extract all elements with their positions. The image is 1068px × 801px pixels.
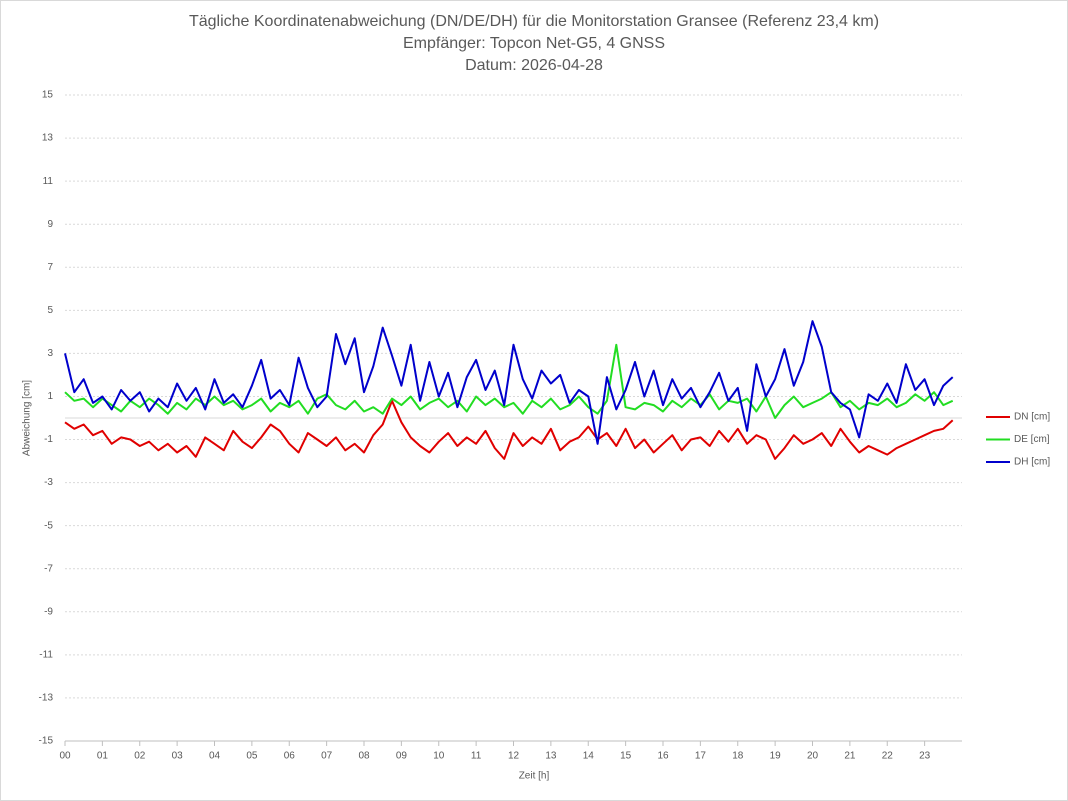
x-tick-label: 11 — [471, 751, 482, 762]
y-tick-label: -11 — [39, 650, 53, 661]
legend-label: DE [cm] — [1014, 434, 1050, 445]
x-tick-label: 01 — [97, 751, 109, 762]
x-tick-label: 15 — [620, 751, 632, 762]
x-tick-label: 18 — [732, 751, 744, 762]
x-tick-label: 23 — [919, 751, 931, 762]
y-tick-label: 13 — [42, 133, 54, 144]
x-tick-label: 06 — [284, 751, 296, 762]
x-tick-label: 22 — [882, 751, 894, 762]
x-tick-label: 04 — [209, 751, 221, 762]
x-tick-label: 14 — [583, 751, 595, 762]
y-tick-label: 5 — [47, 305, 53, 316]
x-tick-label: 08 — [358, 751, 370, 762]
x-tick-label: 10 — [433, 751, 445, 762]
x-tick-label: 09 — [396, 751, 408, 762]
chart-title: Tägliche Koordinatenabweichung (DN/DE/DH… — [189, 13, 879, 30]
x-axis-label: Zeit [h] — [519, 771, 550, 782]
x-tick-label: 16 — [657, 751, 669, 762]
x-tick-label: 13 — [545, 751, 557, 762]
y-tick-label: -5 — [44, 520, 53, 531]
y-tick-label: -13 — [39, 693, 54, 704]
legend-label: DN [cm] — [1014, 412, 1050, 423]
chart-title: Empfänger: Topcon Net-G5, 4 GNSS — [403, 35, 665, 52]
chart-title: Datum: 2026-04-28 — [465, 57, 603, 74]
data-line — [64, 343, 954, 419]
data-line — [64, 320, 954, 445]
x-tick-label: 00 — [59, 751, 71, 762]
x-tick-label: 07 — [321, 751, 333, 762]
y-tick-label: 11 — [43, 176, 54, 187]
y-tick-label: 7 — [47, 262, 53, 273]
y-tick-label: -3 — [44, 477, 53, 488]
y-tick-label: -9 — [44, 606, 53, 617]
y-tick-label: 15 — [42, 90, 54, 101]
y-tick-label: -1 — [44, 434, 53, 445]
x-tick-label: 19 — [770, 751, 782, 762]
y-tick-label: 3 — [47, 348, 53, 359]
y-tick-label: -7 — [44, 563, 53, 574]
x-tick-label: 17 — [695, 751, 707, 762]
y-tick-label: 9 — [47, 219, 53, 230]
y-tick-label: 1 — [47, 391, 53, 402]
y-axis-label: Abweichung [cm] — [22, 380, 33, 456]
data-line — [64, 399, 954, 460]
x-tick-label: 20 — [807, 751, 819, 762]
x-tick-label: 05 — [246, 751, 258, 762]
x-tick-label: 03 — [172, 751, 184, 762]
x-tick-label: 21 — [844, 751, 856, 762]
legend-label: DH [cm] — [1014, 457, 1050, 468]
x-tick-label: 02 — [134, 751, 146, 762]
x-tick-label: 12 — [508, 751, 520, 762]
y-tick-label: -15 — [39, 736, 54, 747]
